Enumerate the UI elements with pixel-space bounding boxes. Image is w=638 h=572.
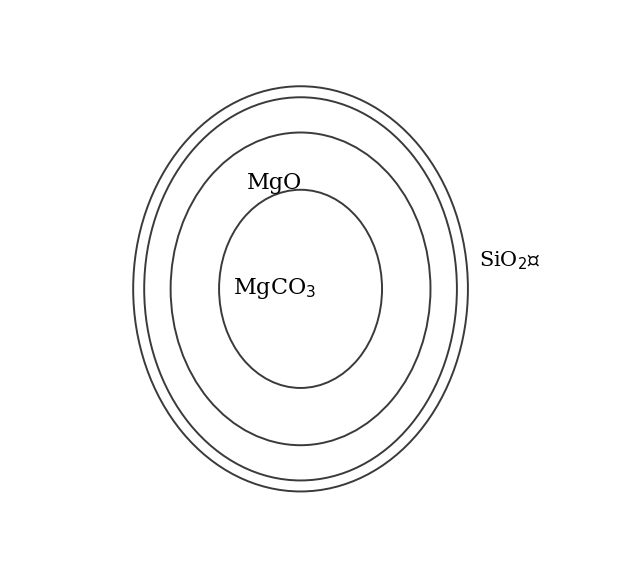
Text: MgCO$_3$: MgCO$_3$ <box>233 276 316 301</box>
Text: SiO$_2$膜: SiO$_2$膜 <box>479 249 540 272</box>
Text: MgO: MgO <box>246 172 302 194</box>
